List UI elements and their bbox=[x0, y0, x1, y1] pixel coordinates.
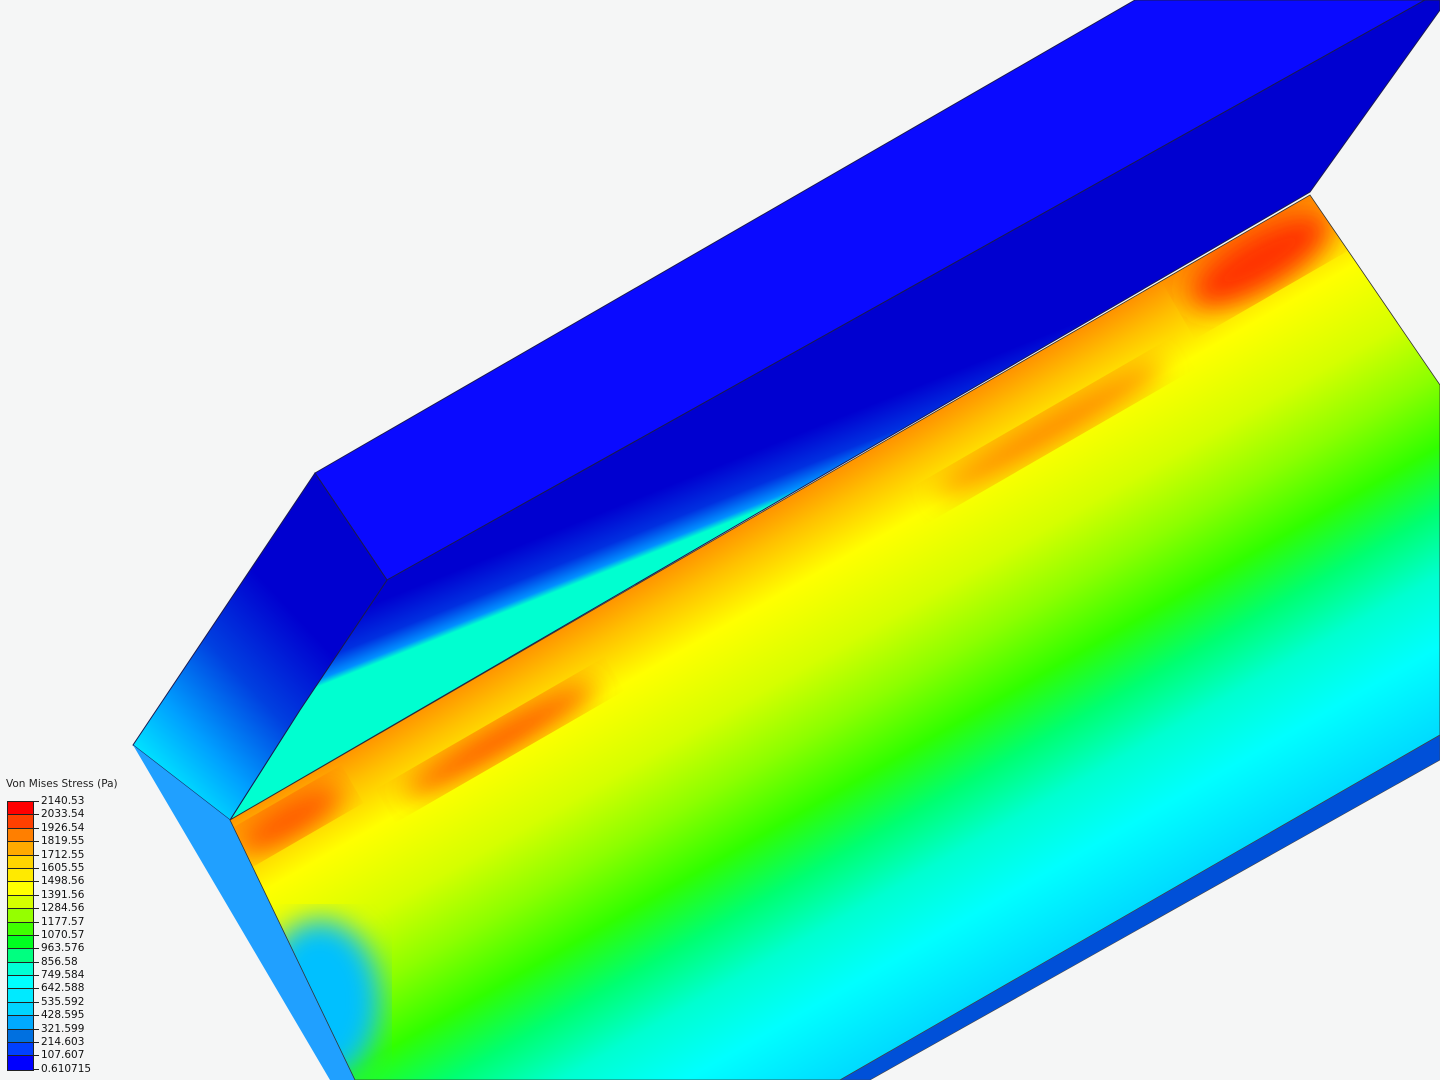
bottom-edge-strip bbox=[839, 734, 1440, 1080]
legend-band bbox=[8, 976, 33, 990]
legend-band bbox=[8, 909, 33, 923]
legend-label: 1177.57 bbox=[32, 916, 91, 929]
legend-band bbox=[8, 935, 33, 950]
legend-label: 1498.56 bbox=[32, 875, 91, 888]
legend-band bbox=[8, 815, 33, 829]
left-face bbox=[132, 472, 388, 821]
legend-label: 1712.55 bbox=[32, 849, 91, 862]
hotspot-left bbox=[237, 786, 343, 854]
legend-label: 0.610715 bbox=[32, 1062, 92, 1075]
main-stress-face bbox=[230, 195, 1440, 1080]
hotspot-upper bbox=[937, 363, 1163, 497]
legend-band bbox=[8, 1043, 33, 1057]
hotspot-middle bbox=[404, 683, 596, 797]
legend-band bbox=[8, 868, 33, 883]
legend-label: 1605.55 bbox=[32, 862, 91, 875]
legend-band bbox=[8, 989, 33, 1003]
legend-labels: 2140.53 2033.54 1926.54 1819.55 1712.55 1605.… bbox=[32, 795, 92, 1076]
legend-band bbox=[8, 895, 33, 910]
legend-label: 321.599 bbox=[32, 1023, 91, 1036]
legend-label: 107.607 bbox=[32, 1049, 91, 1062]
legend-label: 214.603 bbox=[32, 1036, 91, 1049]
legend-label: 428.595 bbox=[32, 1009, 91, 1022]
legend-label: 1070.57 bbox=[32, 929, 91, 942]
legend-band bbox=[8, 949, 33, 963]
legend-band bbox=[8, 1029, 33, 1044]
legend-label: 535.592 bbox=[32, 996, 91, 1009]
legend-label: 2033.54 bbox=[32, 808, 91, 821]
legend-band bbox=[8, 842, 33, 856]
legend-band bbox=[8, 882, 33, 896]
legend-label: 963.576 bbox=[32, 942, 91, 955]
legend-band bbox=[8, 1056, 33, 1070]
legend-band bbox=[8, 1002, 33, 1017]
legend-label: 2140.53 bbox=[32, 795, 91, 808]
legend-label: 642.588 bbox=[32, 982, 91, 995]
stress-legend: Von Mises Stress (Pa) 2140.53 2033.54 1926… bbox=[6, 778, 118, 1075]
legend-label: 749.584 bbox=[32, 969, 91, 982]
legend-band bbox=[8, 1016, 33, 1030]
legend-label: 856.58 bbox=[32, 956, 91, 969]
legend-label: 1926.54 bbox=[32, 822, 91, 835]
legend-color-bar bbox=[7, 801, 34, 1071]
main-face-outline bbox=[229, 194, 1440, 1080]
hotspot-top-right bbox=[1189, 212, 1331, 308]
legend-band bbox=[8, 828, 33, 843]
legend-label: 1391.56 bbox=[32, 889, 91, 902]
legend-band bbox=[8, 962, 33, 977]
legend-band bbox=[8, 802, 33, 816]
legend-label: 1284.56 bbox=[32, 902, 91, 915]
legend-band bbox=[8, 922, 33, 936]
legend-label: 1819.55 bbox=[32, 835, 91, 848]
left-lower-face bbox=[133, 745, 355, 1080]
legend-band bbox=[8, 855, 33, 869]
legend-title: Von Mises Stress (Pa) bbox=[6, 778, 118, 790]
